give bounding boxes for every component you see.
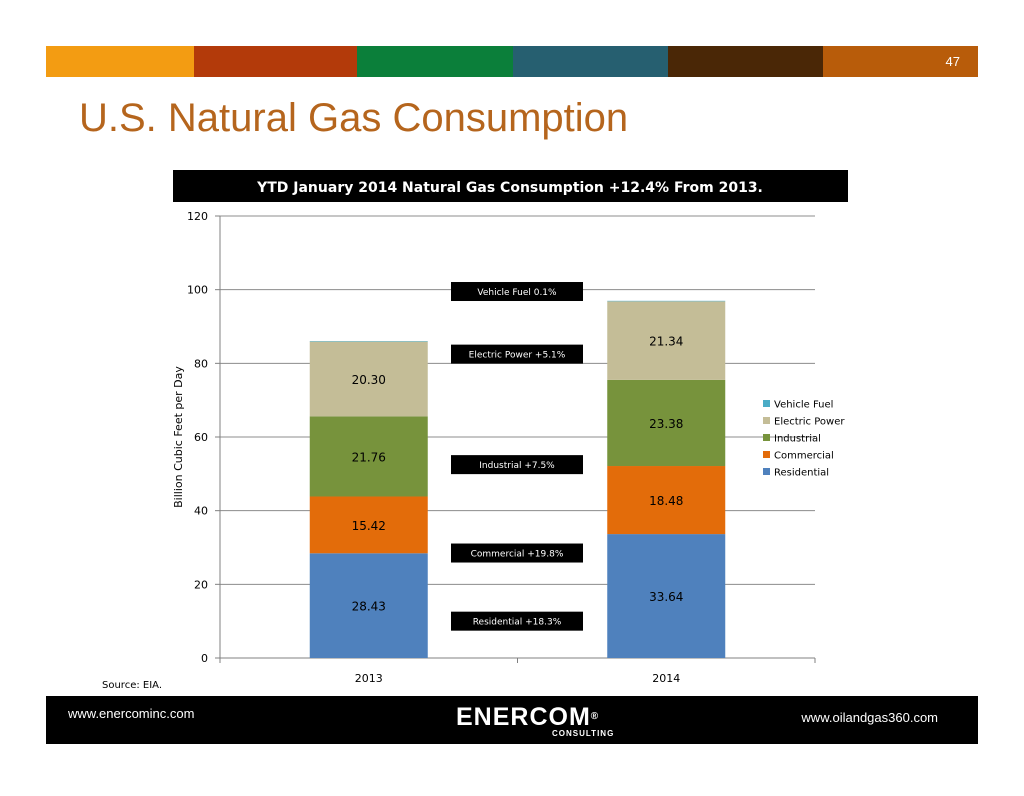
legend-label: Residential — [774, 468, 829, 479]
bar-segment-electric-power — [309, 341, 428, 417]
y-tick-label: 40 — [194, 505, 208, 518]
x-tick-label: 2014 — [652, 672, 680, 685]
bar-segment-residential — [309, 553, 428, 658]
annotation-box — [451, 282, 583, 302]
color-segment — [823, 46, 978, 77]
logo-subtext: CONSULTING — [552, 729, 615, 738]
color-segment — [194, 46, 357, 77]
annotation-box — [451, 611, 583, 631]
bar-layer — [309, 300, 726, 658]
data-label: 33.64 — [649, 590, 683, 604]
oilandgas360-link[interactable]: www.oilandgas360.com — [801, 710, 938, 725]
enercom-logo: ENERCOM® CONSULTING — [456, 704, 636, 740]
data-label: 15.42 — [352, 519, 386, 533]
slide-title: U.S. Natural Gas Consumption — [79, 96, 629, 140]
annotation-box — [451, 455, 583, 475]
legend-swatch — [763, 468, 770, 475]
color-segment — [668, 46, 823, 77]
y-tick-label: 60 — [194, 431, 208, 444]
legend-swatch — [763, 434, 770, 441]
y-tick-label: 20 — [194, 578, 208, 591]
source-note: Source: EIA. — [102, 680, 163, 691]
bar-segment-residential — [607, 534, 726, 658]
bar-segment-vehicle-fuel — [607, 300, 726, 302]
annotation-text: Electric Power +5.1% — [469, 351, 566, 361]
bar-segment-vehicle-fuel — [309, 341, 428, 342]
enercom-link[interactable]: www.enercominc.com — [68, 706, 195, 721]
legend-label: Industrial — [774, 434, 821, 445]
annotation-text: Industrial +7.5% — [479, 461, 555, 471]
bar-segment-commercial — [309, 496, 428, 554]
legend-swatch — [763, 400, 770, 407]
annotation-box — [451, 543, 583, 563]
bar-segment-commercial — [607, 466, 726, 535]
logo-registered-mark: ® — [590, 711, 600, 722]
y-axis-label: Billion Cubic Feet per Day — [172, 366, 185, 508]
bar-segment-industrial — [309, 416, 428, 497]
annotation-layer: Vehicle Fuel 0.1% Electric Power +5.1% Ind… — [451, 282, 583, 631]
bar-segment-electric-power — [607, 301, 726, 380]
x-tick-label: 2013 — [355, 672, 383, 685]
logo-name: ENERCOM — [456, 703, 591, 731]
data-label: 20.30 — [352, 373, 386, 387]
color-segment — [513, 46, 668, 77]
logo-text: ENERCOM® — [456, 704, 599, 730]
page-number: 47 — [945, 54, 960, 69]
y-tick-label: 100 — [187, 284, 208, 297]
annotation-text: Residential +18.3% — [473, 618, 562, 628]
annotation-text: Commercial +19.8% — [471, 550, 564, 560]
chart-title: YTD January 2014 Natural Gas Consumption… — [256, 180, 763, 196]
color-segment — [46, 46, 194, 77]
footer: www.enercominc.com ENERCOM® CONSULTING w… — [46, 696, 978, 744]
data-label: 23.38 — [649, 417, 683, 431]
label-layer: 28.43 15.42 21.76 20.30 2013 33.64 18.48 23.38 2… — [352, 335, 684, 685]
data-label: 21.76 — [352, 450, 386, 464]
data-label: 28.43 — [352, 600, 386, 614]
header-color-bar: 47 — [46, 46, 978, 77]
legend-swatch — [763, 451, 770, 458]
color-segment — [357, 46, 513, 77]
annotation-text: Vehicle Fuel 0.1% — [477, 288, 557, 298]
data-label: 18.48 — [649, 494, 683, 508]
legend-label: Electric Power — [774, 417, 845, 428]
chart-title-box — [173, 170, 848, 202]
legend-swatch — [763, 417, 770, 424]
bar-segment-industrial — [607, 379, 726, 467]
y-tick-label: 0 — [201, 652, 208, 665]
y-tick-label: 120 — [187, 210, 208, 223]
legend: Vehicle Fuel Electric Power Industrial Comm… — [763, 400, 845, 479]
legend-label: Commercial — [774, 451, 834, 462]
annotation-box — [451, 344, 583, 364]
legend-label: Vehicle Fuel — [774, 400, 833, 411]
y-tick-label: 80 — [194, 357, 208, 370]
data-label: 21.34 — [649, 335, 683, 349]
